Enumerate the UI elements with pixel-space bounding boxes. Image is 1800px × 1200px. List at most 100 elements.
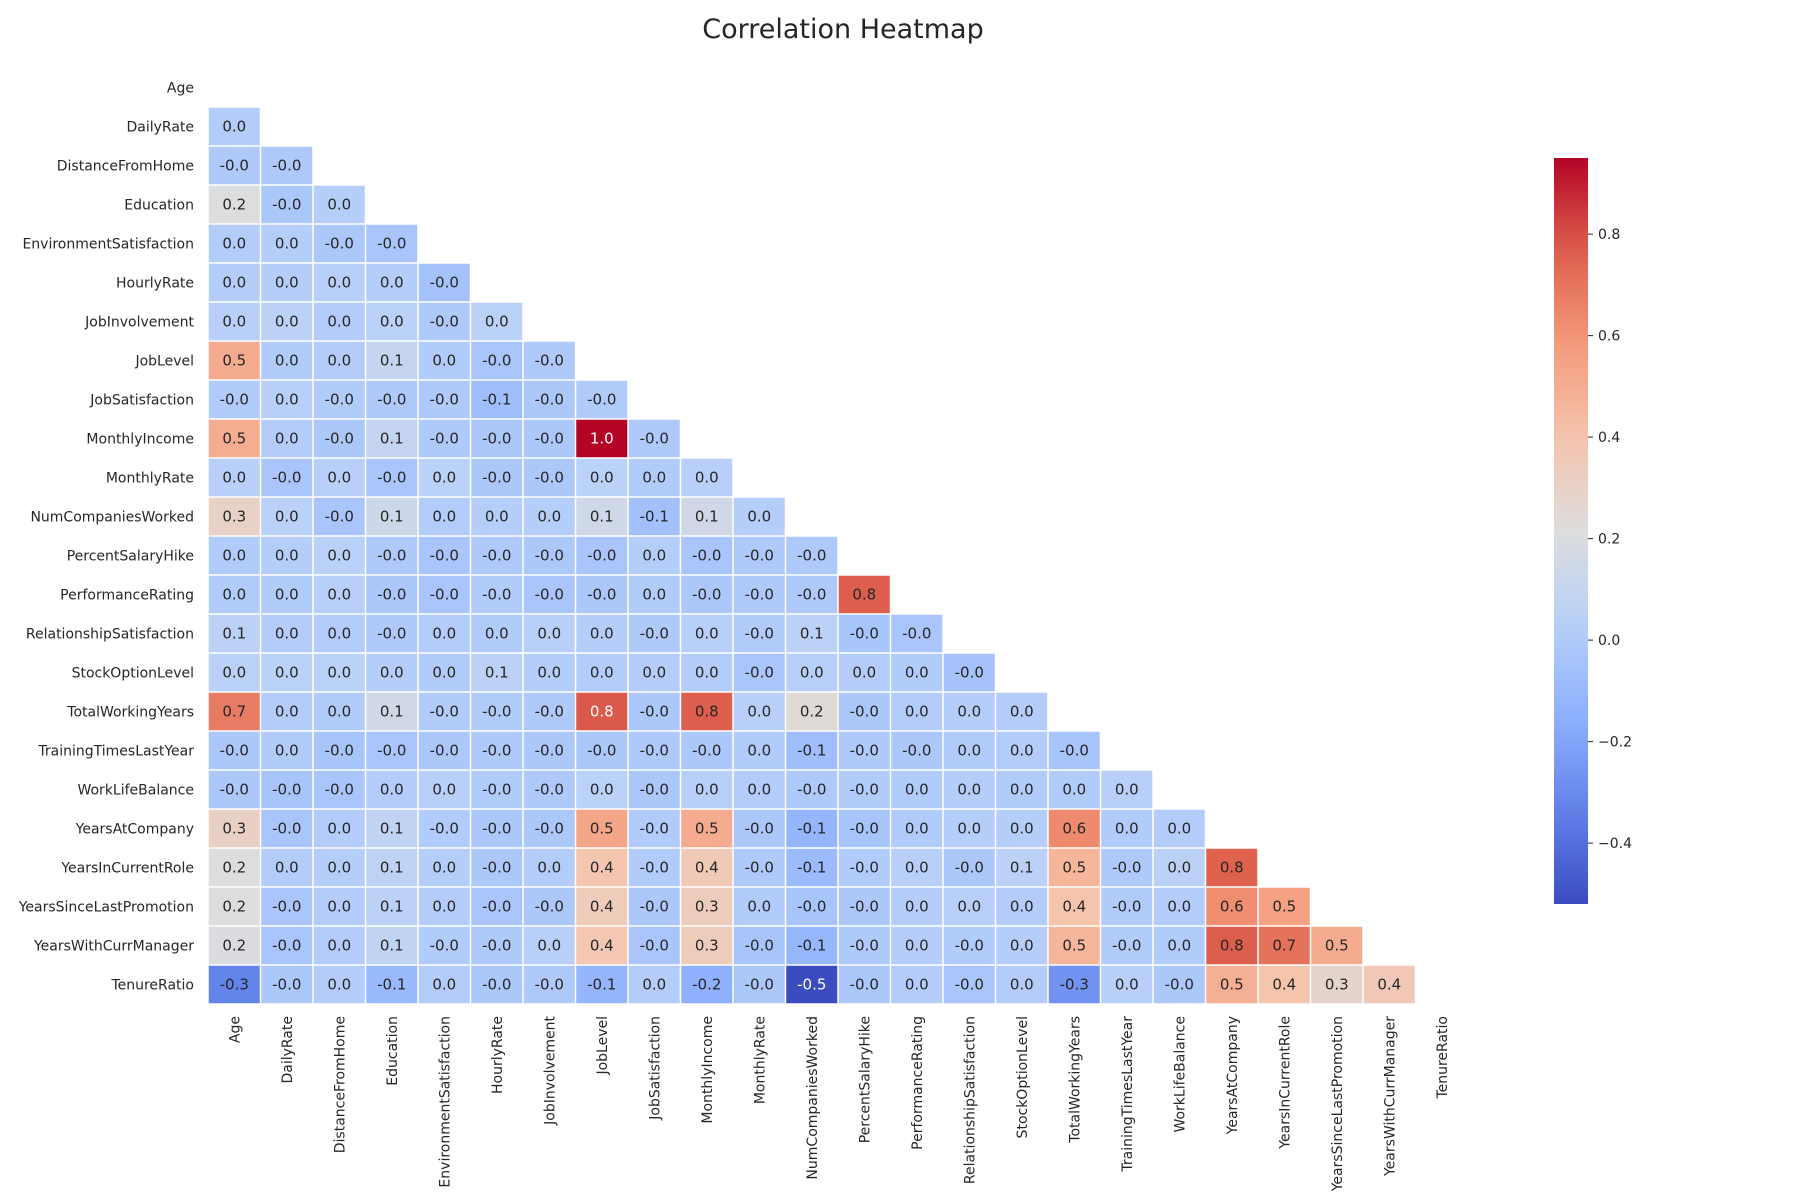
heatmap-cell	[418, 302, 470, 341]
y-tick-label: TotalWorkingYears	[66, 705, 194, 721]
x-tick-label: HourlyRate	[490, 1016, 506, 1094]
heatmap-cell	[208, 965, 260, 1004]
heatmap-cell	[366, 770, 418, 809]
heatmap-cell	[628, 497, 680, 536]
cell-value-label: -0.0	[640, 898, 669, 916]
heatmap-cell	[1048, 731, 1100, 770]
heatmap-cell	[786, 731, 838, 770]
cell-value-label: -0.0	[745, 547, 774, 565]
cell-value-label: -0.1	[377, 976, 406, 994]
cell-value-label: 0.0	[905, 859, 929, 877]
cell-value-label: -0.0	[1165, 976, 1194, 994]
cell-value-label: 0.0	[327, 274, 351, 292]
cell-value-label: -0.2	[692, 976, 721, 994]
cell-value-label: -0.0	[535, 898, 564, 916]
heatmap-cell	[1258, 926, 1310, 965]
heatmap-cell	[418, 926, 470, 965]
heatmap-cell	[786, 692, 838, 731]
cell-value-label: -0.0	[325, 781, 354, 799]
cell-value-label: 0.0	[327, 469, 351, 487]
cell-value-label: 0.0	[695, 664, 719, 682]
heatmap-cell	[471, 848, 523, 887]
cell-value-label: -0.0	[272, 196, 301, 214]
cell-value-label: -0.0	[850, 703, 879, 721]
x-tick-label: YearsAtCompany	[1225, 1016, 1241, 1135]
cell-value-label: -0.1	[797, 937, 826, 955]
y-tick-label: JobLevel	[134, 354, 194, 370]
heatmap-cell	[996, 770, 1048, 809]
cell-value-label: -0.0	[850, 937, 879, 955]
heatmap-cell	[208, 380, 260, 419]
heatmap-cell	[733, 575, 785, 614]
heatmap-cell	[1153, 809, 1205, 848]
cell-value-label: -0.0	[535, 781, 564, 799]
heatmap-cell	[733, 497, 785, 536]
heatmap-cell	[523, 692, 575, 731]
cell-value-label: -0.0	[482, 781, 511, 799]
cell-value-label: -0.0	[1112, 898, 1141, 916]
heatmap-cell	[1101, 848, 1153, 887]
cell-value-label: 0.0	[747, 898, 771, 916]
heatmap-cell	[628, 965, 680, 1004]
cell-value-label: 0.0	[327, 937, 351, 955]
heatmap-cell	[471, 575, 523, 614]
heatmap-cell	[943, 731, 995, 770]
cell-value-label: -0.0	[850, 859, 879, 877]
heatmap-cell	[576, 926, 628, 965]
heatmap-cell	[891, 887, 943, 926]
y-tick-label: HourlyRate	[116, 276, 194, 292]
cell-value-label: -0.0	[272, 469, 301, 487]
y-tick-label: YearsInCurrentRole	[60, 861, 194, 877]
cell-value-label: 0.5	[695, 820, 719, 838]
cell-value-label: 0.0	[275, 352, 299, 370]
heatmap-cell	[681, 887, 733, 926]
heatmap-cell	[208, 848, 260, 887]
cell-value-label: 0.1	[590, 508, 614, 526]
cell-value-label: 0.0	[327, 352, 351, 370]
cell-value-label: -0.0	[272, 820, 301, 838]
heatmap-cell	[418, 965, 470, 1004]
heatmap-cell	[576, 614, 628, 653]
heatmap-cell	[786, 926, 838, 965]
heatmap-cell	[471, 653, 523, 692]
cell-value-label: 0.0	[275, 703, 299, 721]
heatmap-cell	[366, 497, 418, 536]
cell-value-label: -0.0	[482, 430, 511, 448]
heatmap-cell	[366, 341, 418, 380]
heatmap-cell	[628, 692, 680, 731]
heatmap-cell	[313, 965, 365, 1004]
y-tick-label: RelationshipSatisfaction	[26, 627, 194, 643]
heatmap-cell	[681, 809, 733, 848]
heatmap-cell	[471, 302, 523, 341]
heatmap-cell	[681, 848, 733, 887]
heatmap-cell	[261, 809, 313, 848]
cell-value-label: -0.1	[640, 508, 669, 526]
heatmap-cell	[261, 419, 313, 458]
heatmap-cell	[523, 575, 575, 614]
cell-value-label: 0.1	[380, 937, 404, 955]
cell-value-label: 0.0	[1010, 898, 1034, 916]
heatmap-cell	[838, 770, 890, 809]
cell-value-label: -0.0	[640, 625, 669, 643]
y-tick-label: MonthlyIncome	[86, 432, 194, 448]
heatmap-cell	[1048, 848, 1100, 887]
cell-value-label: 0.0	[905, 937, 929, 955]
heatmap-cell	[418, 809, 470, 848]
heatmap-cell	[733, 731, 785, 770]
heatmap-cell	[418, 497, 470, 536]
colorbar-tick-label: 0.8	[1598, 227, 1620, 243]
heatmap-cell	[943, 653, 995, 692]
y-tick-label: JobSatisfaction	[89, 393, 194, 409]
heatmap-cell	[366, 263, 418, 302]
cell-value-label: -0.0	[377, 742, 406, 760]
cell-value-label: -0.0	[325, 508, 354, 526]
heatmap-cell	[208, 497, 260, 536]
heatmap-cell	[418, 458, 470, 497]
cell-value-label: -0.0	[587, 742, 616, 760]
cell-value-label: -0.0	[587, 547, 616, 565]
heatmap-cell	[208, 809, 260, 848]
colorbar-tick-label: 0.2	[1598, 532, 1620, 548]
cell-value-label: 0.0	[800, 664, 824, 682]
cell-value-label: 0.0	[1167, 859, 1191, 877]
